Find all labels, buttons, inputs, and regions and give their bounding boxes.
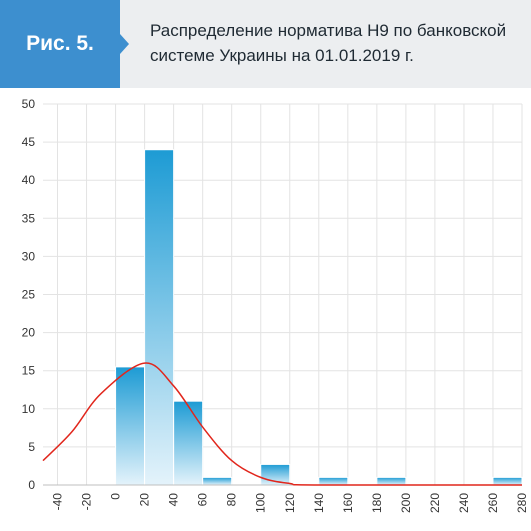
x-tick-label: 60 xyxy=(196,493,210,507)
histogram-bar xyxy=(376,476,407,486)
y-tick-label: 25 xyxy=(22,288,36,302)
figure-label-badge: Рис. 5. xyxy=(0,0,120,88)
chart-title: Распределение норматива Н9 по банковской… xyxy=(150,18,525,68)
y-tick-label: 20 xyxy=(22,326,36,340)
y-tick-label: 0 xyxy=(28,478,35,492)
figure-label: Рис. 5. xyxy=(26,32,94,55)
y-tick-label: 15 xyxy=(22,364,36,378)
histogram-bar xyxy=(202,476,233,486)
x-tick-label: -20 xyxy=(80,493,94,511)
x-tick-label: 40 xyxy=(167,493,181,507)
y-tick-label: 45 xyxy=(22,135,36,149)
histogram-bar xyxy=(318,476,349,486)
y-tick-label: 50 xyxy=(22,97,36,111)
x-tick-label: 280 xyxy=(515,493,529,513)
y-tick-label: 40 xyxy=(22,173,36,187)
x-tick-label: 100 xyxy=(254,493,268,513)
x-tick-label: 140 xyxy=(312,493,326,513)
x-tick-label: 260 xyxy=(486,493,500,513)
normal-distribution-curve xyxy=(42,362,522,486)
x-tick-label: 0 xyxy=(109,493,123,500)
x-tick-label: 180 xyxy=(370,493,384,513)
chart-title-line-1: Распределение норматива Н9 по банковской xyxy=(150,21,507,40)
x-tick-label: 160 xyxy=(341,493,355,513)
y-tick-label: 10 xyxy=(22,402,36,416)
chart-title-line-2: системе Украины на 01.01.2019 г. xyxy=(150,46,414,65)
histogram-bar xyxy=(173,400,204,486)
badge-arrow-icon xyxy=(120,34,129,54)
y-tick-label: 5 xyxy=(28,440,35,454)
x-tick-label: 200 xyxy=(399,493,413,513)
histogram-bar xyxy=(144,149,175,486)
y-tick-label: 30 xyxy=(22,249,36,263)
histogram-chart: 0 5 10 15 20 25 30 35 40 45 50 -40 -20 0 20 40 60 80 100 12… xyxy=(22,97,529,513)
histogram-bar xyxy=(115,366,146,486)
x-tick-label: 240 xyxy=(457,493,471,513)
x-tick-label: 120 xyxy=(283,493,297,513)
y-tick-label: 35 xyxy=(22,211,36,225)
histogram-bar xyxy=(492,476,523,486)
x-tick-label: 20 xyxy=(138,493,152,507)
x-tick-label: -40 xyxy=(51,493,65,511)
figure-header: Рис. 5. Распределение норматива Н9 по ба… xyxy=(0,0,531,88)
x-tick-label: 220 xyxy=(428,493,442,513)
x-tick-label: 80 xyxy=(225,493,239,507)
